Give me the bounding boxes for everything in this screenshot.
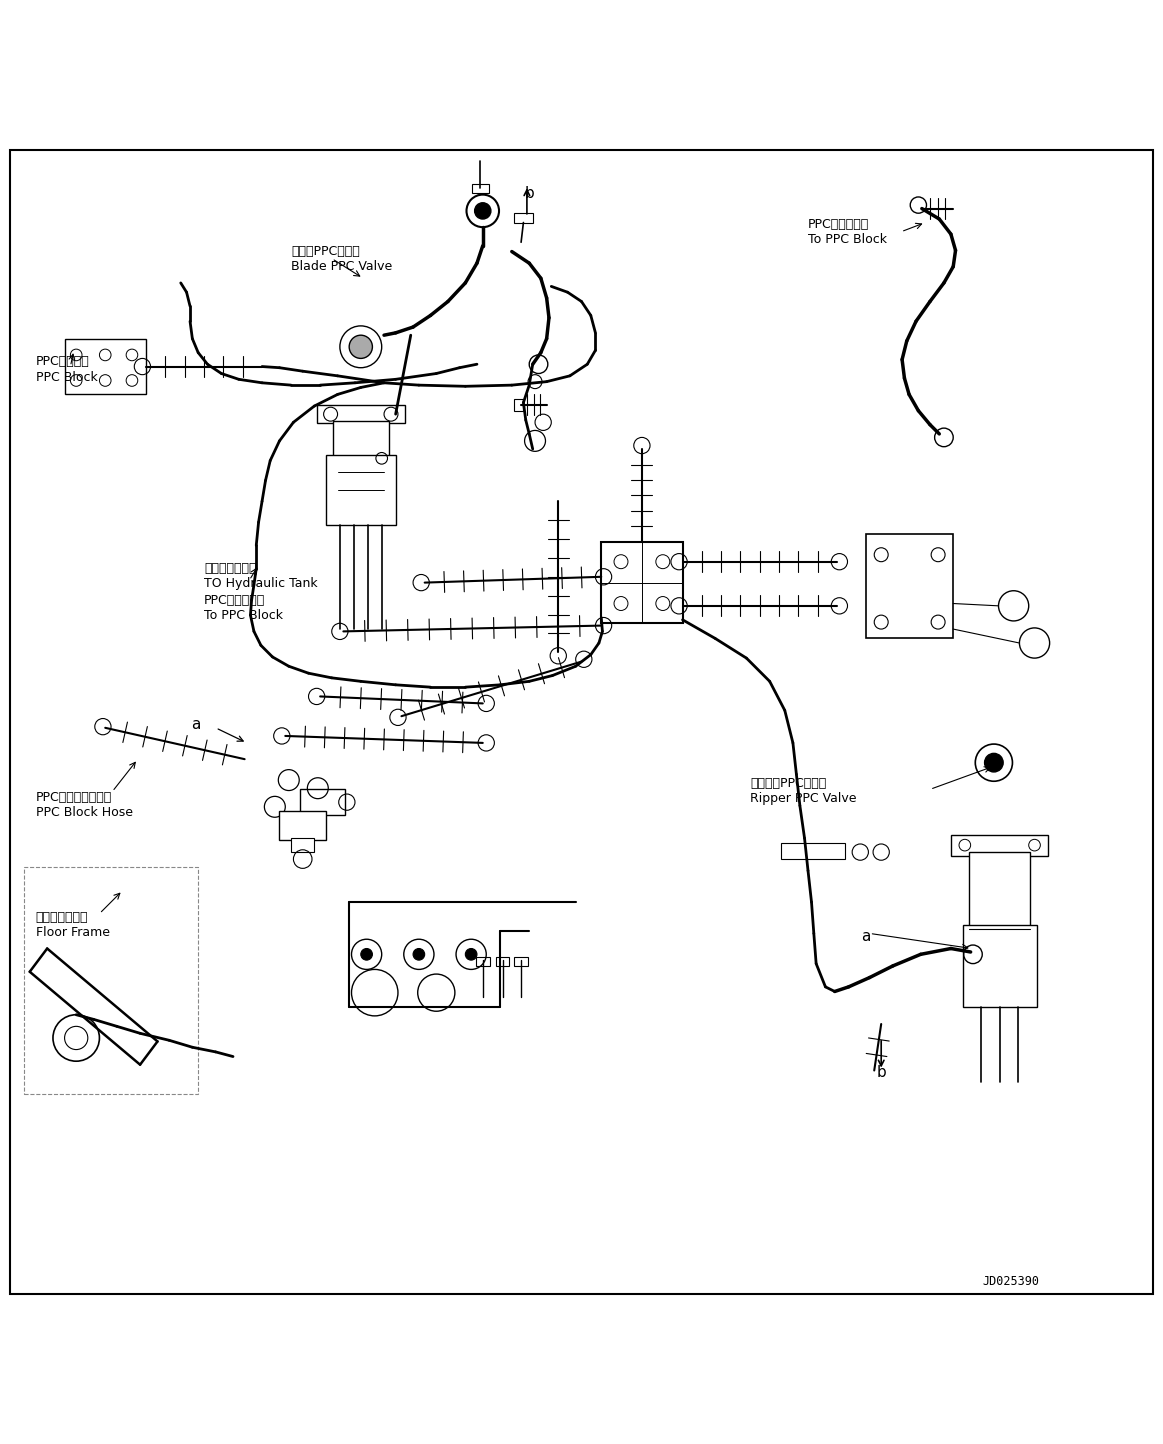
Text: To PPC Block: To PPC Block: [808, 234, 887, 247]
Text: PPC Block: PPC Block: [36, 371, 98, 384]
Text: a: a: [191, 716, 200, 732]
Bar: [472, 185, 488, 193]
Bar: [316, 404, 405, 423]
Circle shape: [349, 335, 372, 358]
Bar: [65, 339, 145, 394]
Text: 作動油タンクへ: 作動油タンクへ: [204, 562, 257, 575]
Bar: [782, 843, 846, 859]
Text: b: b: [525, 186, 534, 201]
Circle shape: [985, 754, 1004, 773]
Bar: [963, 926, 1037, 1006]
Text: JD025390: JD025390: [983, 1275, 1040, 1288]
Circle shape: [465, 949, 477, 960]
Text: PPCブロック: PPCブロック: [36, 355, 90, 368]
Text: a: a: [862, 930, 871, 944]
Text: Ripper PPC Valve: Ripper PPC Valve: [750, 793, 856, 806]
Text: ブレーPPCバルブ: ブレーPPCバルブ: [291, 245, 359, 258]
Text: リッパ　PPCバルブ: リッパ PPCバルブ: [750, 777, 826, 790]
Bar: [279, 812, 326, 840]
Bar: [866, 534, 954, 638]
Bar: [333, 422, 388, 458]
Bar: [970, 852, 1030, 928]
Text: PPC Block Hose: PPC Block Hose: [36, 806, 133, 819]
Text: フロアフレーム: フロアフレーム: [36, 911, 88, 924]
Bar: [514, 214, 533, 222]
Text: PPCブロックホース: PPCブロックホース: [36, 791, 112, 804]
Circle shape: [466, 195, 499, 227]
Text: Floor Frame: Floor Frame: [36, 926, 109, 939]
Bar: [24, 868, 198, 1093]
Bar: [291, 838, 314, 852]
Bar: [951, 835, 1049, 856]
Text: TO Hydraulic Tank: TO Hydraulic Tank: [204, 578, 317, 591]
Bar: [514, 399, 523, 410]
Text: Blade PPC Valve: Blade PPC Valve: [291, 260, 392, 273]
Bar: [514, 956, 528, 966]
Circle shape: [976, 744, 1013, 781]
Text: PPCブロックへ: PPCブロックへ: [808, 218, 869, 231]
Circle shape: [340, 326, 381, 368]
Text: PPCブロックへ: PPCブロックへ: [204, 593, 265, 606]
Bar: [326, 455, 395, 524]
Bar: [300, 790, 344, 814]
Circle shape: [413, 949, 424, 960]
Bar: [495, 956, 509, 966]
Circle shape: [475, 202, 491, 219]
Text: b: b: [877, 1066, 886, 1080]
Circle shape: [361, 949, 372, 960]
Bar: [476, 956, 490, 966]
Text: To PPC Block: To PPC Block: [204, 608, 283, 621]
Bar: [601, 542, 683, 624]
